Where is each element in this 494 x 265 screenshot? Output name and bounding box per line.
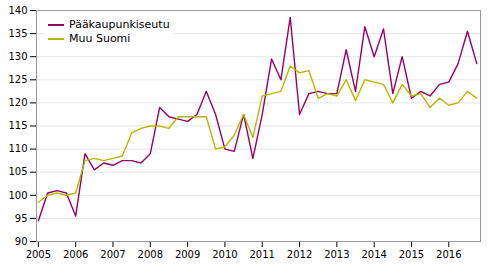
svg-text:140: 140 bbox=[8, 5, 27, 16]
svg-text:135: 135 bbox=[8, 28, 27, 39]
svg-text:125: 125 bbox=[8, 74, 27, 85]
svg-text:105: 105 bbox=[8, 166, 27, 177]
svg-text:2014: 2014 bbox=[361, 249, 386, 260]
svg-text:2008: 2008 bbox=[138, 249, 163, 260]
svg-text:2015: 2015 bbox=[399, 249, 424, 260]
svg-text:120: 120 bbox=[8, 97, 27, 108]
svg-text:95: 95 bbox=[15, 213, 28, 224]
svg-text:2006: 2006 bbox=[63, 249, 88, 260]
html-text:Muu Suomi: Muu Suomi bbox=[69, 32, 131, 45]
svg-text:115: 115 bbox=[8, 120, 27, 131]
svg-text:110: 110 bbox=[8, 143, 27, 154]
svg-text:2013: 2013 bbox=[324, 249, 349, 260]
svg-text:2005: 2005 bbox=[26, 249, 51, 260]
svg-text:2010: 2010 bbox=[212, 249, 237, 260]
svg-text:90: 90 bbox=[15, 236, 28, 247]
html-text:Pääkaupunkiseutu: Pääkaupunkiseutu bbox=[69, 18, 170, 31]
svg-text:2007: 2007 bbox=[100, 249, 125, 260]
svg-text:130: 130 bbox=[8, 51, 27, 62]
svg-text:2016: 2016 bbox=[436, 249, 461, 260]
svg-text:2009: 2009 bbox=[175, 249, 200, 260]
svg-text:2012: 2012 bbox=[287, 249, 312, 260]
svg-text:100: 100 bbox=[8, 190, 27, 201]
svg-text:2011: 2011 bbox=[250, 249, 275, 260]
